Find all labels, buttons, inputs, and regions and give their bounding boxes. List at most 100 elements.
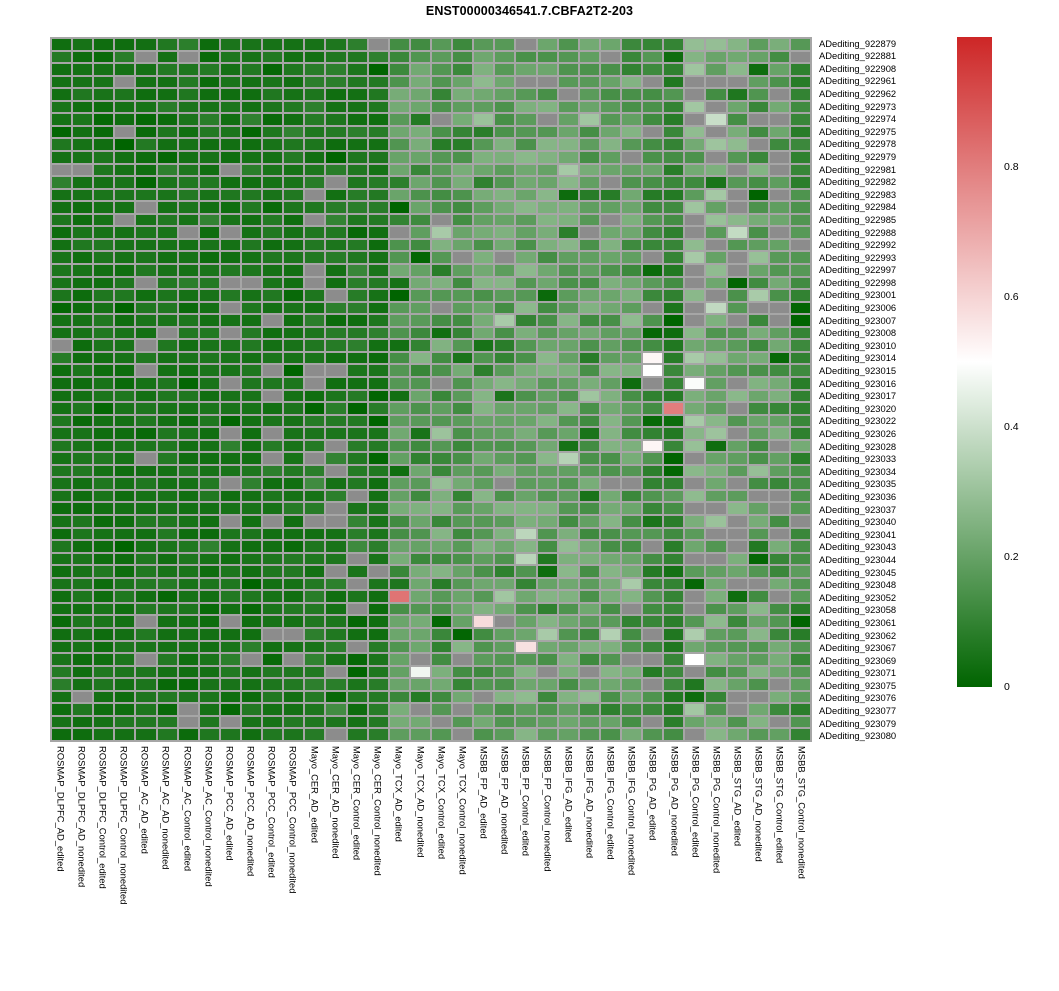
heatmap-cell <box>664 377 684 389</box>
heatmap-cell <box>389 704 409 715</box>
row-label: ADediting_923045 <box>819 566 897 578</box>
heatmap-cell <box>94 202 114 213</box>
heatmap-cell <box>685 252 705 263</box>
heatmap-cell <box>727 428 747 439</box>
heatmap-cell <box>178 654 198 665</box>
heatmap-cell <box>558 315 578 326</box>
heatmap-cell <box>664 114 684 125</box>
heatmap-cell <box>199 177 219 188</box>
heatmap-cell <box>495 164 515 176</box>
heatmap-cell <box>790 114 810 125</box>
heatmap-cell <box>136 490 156 502</box>
heatmap-cell <box>621 377 642 389</box>
heatmap-cell <box>431 478 452 489</box>
heatmap-cell <box>73 704 93 715</box>
heatmap-cell <box>706 51 726 63</box>
heatmap-cell <box>73 566 93 577</box>
heatmap-cell <box>263 578 283 590</box>
heatmap-cell <box>389 151 409 163</box>
row-label: ADediting_923069 <box>819 654 897 666</box>
heatmap-cell <box>199 365 219 376</box>
heatmap-cell <box>579 679 599 690</box>
heatmap-cell <box>199 541 219 552</box>
heatmap-cell <box>727 151 747 163</box>
heatmap-cell <box>579 315 599 326</box>
heatmap-cell <box>600 252 620 263</box>
heatmap-cell <box>241 327 262 339</box>
heatmap-cell <box>326 177 346 188</box>
heatmap-cell <box>52 603 72 615</box>
heatmap-cell <box>558 214 578 226</box>
heatmap-cell <box>52 89 72 100</box>
heatmap-cell <box>685 89 705 100</box>
heatmap-cell <box>706 177 726 188</box>
heatmap-cell <box>474 478 494 489</box>
heatmap-cell <box>326 465 346 477</box>
heatmap-cell <box>326 264 346 276</box>
heatmap-cell <box>453 616 473 628</box>
heatmap-cell <box>284 277 304 289</box>
heatmap-cell <box>706 214 726 226</box>
heatmap-cell <box>73 490 93 502</box>
heatmap-cell <box>558 101 578 113</box>
heatmap-cell <box>94 365 114 376</box>
heatmap-cell <box>136 365 156 376</box>
heatmap-cell <box>769 277 789 289</box>
heatmap-cell <box>52 440 72 452</box>
heatmap-cell <box>178 428 198 439</box>
heatmap-cell <box>748 126 768 138</box>
heatmap-cell <box>94 302 114 314</box>
heatmap-cell <box>368 578 388 590</box>
heatmap-cell <box>220 566 240 577</box>
heatmap-cell <box>664 465 684 477</box>
heatmap-cell <box>241 390 262 402</box>
heatmap-cell <box>600 315 620 326</box>
heatmap-cell <box>305 139 325 150</box>
heatmap-cell <box>115 164 135 176</box>
heatmap-cell <box>579 541 599 552</box>
heatmap-cell <box>621 541 642 552</box>
heatmap-cell <box>748 189 768 201</box>
heatmap-cell <box>621 603 642 615</box>
heatmap-cell <box>52 666 72 678</box>
heatmap-cell <box>600 666 620 678</box>
heatmap-cell <box>178 541 198 552</box>
heatmap-cell <box>263 214 283 226</box>
heatmap-cell <box>115 315 135 326</box>
heatmap-cell <box>516 202 536 213</box>
column-label: Mayo_CER_Control_edited <box>351 746 363 861</box>
heatmap-cell <box>157 490 177 502</box>
heatmap-cell <box>284 503 304 515</box>
heatmap-cell <box>52 114 72 125</box>
heatmap-cell <box>178 641 198 653</box>
heatmap-cell <box>579 302 599 314</box>
heatmap-cell <box>727 114 747 125</box>
heatmap-cell <box>347 365 367 376</box>
heatmap-cell <box>431 126 452 138</box>
heatmap-cell <box>52 227 72 238</box>
heatmap-cell <box>685 139 705 150</box>
heatmap-cell <box>769 164 789 176</box>
heatmap-cell <box>241 654 262 665</box>
heatmap-cell <box>495 503 515 515</box>
heatmap-grid[interactable] <box>50 37 812 742</box>
heatmap-cell <box>136 716 156 728</box>
heatmap-cell <box>748 315 768 326</box>
heatmap-cell <box>727 126 747 138</box>
heatmap-cell <box>537 616 557 628</box>
heatmap-cell <box>178 716 198 728</box>
row-label: ADediting_922961 <box>819 75 897 87</box>
heatmap-cell <box>790 403 810 414</box>
heatmap-cell <box>431 428 452 439</box>
heatmap-cell <box>347 277 367 289</box>
heatmap-cell <box>790 139 810 150</box>
heatmap-cell <box>516 528 536 540</box>
heatmap-cell <box>284 591 304 602</box>
heatmap-cell <box>94 415 114 427</box>
heatmap-cell <box>727 377 747 389</box>
heatmap-cell <box>664 151 684 163</box>
heatmap-cell <box>136 691 156 703</box>
heatmap-cell <box>178 214 198 226</box>
heatmap-cell <box>474 139 494 150</box>
heatmap-cell <box>790 227 810 238</box>
